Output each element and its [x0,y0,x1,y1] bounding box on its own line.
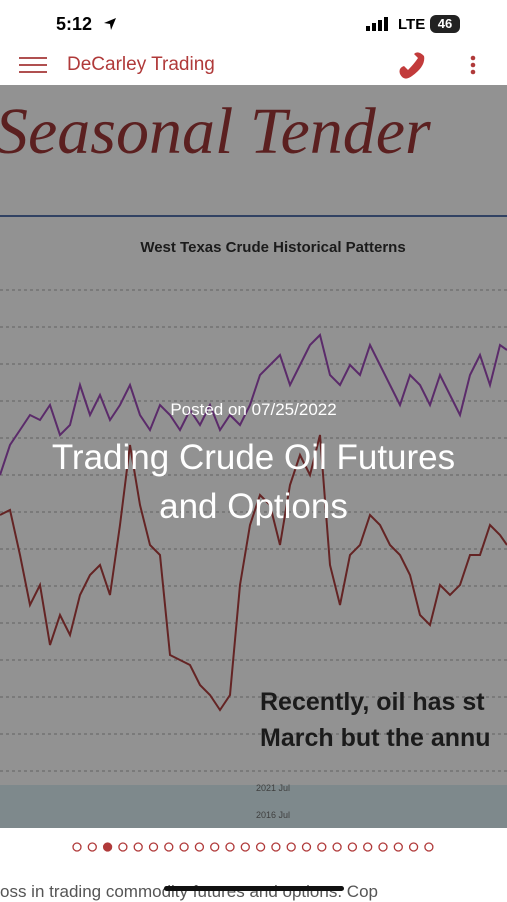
more-button[interactable] [466,54,480,78]
carousel-dot[interactable] [179,842,189,852]
carousel-dot[interactable] [363,842,373,852]
axis-label: 2016 Jul [256,810,290,820]
article-text: oss in trading commodity futures and opt… [0,882,378,901]
carousel-dot[interactable] [87,842,97,852]
carousel-dot[interactable] [102,842,113,852]
menu-button[interactable] [19,56,49,76]
carousel-dot[interactable] [194,842,205,852]
home-indicator [164,886,344,891]
carousel-dot[interactable] [301,842,312,852]
hero-slide[interactable]: Seasonal Tender West Texas Crude Histori… [0,85,507,828]
carousel-dot[interactable] [133,842,143,852]
status-bar: 5:12 LTE 46 [0,0,507,48]
battery: 46 [430,15,460,33]
carousel-dot[interactable] [72,842,82,852]
carousel-dot[interactable] [118,842,128,852]
carousel-dot[interactable] [424,842,434,852]
carousel-dot[interactable] [408,842,419,852]
image-text: March but the annu [260,724,491,752]
carousel-dot[interactable] [271,842,281,852]
app-bar: DeCarley Trading [0,48,507,85]
carousel-dot[interactable] [347,842,358,852]
carousel-dot[interactable] [286,842,296,852]
image-heading: Seasonal Tender [0,95,431,168]
post-title[interactable]: Trading Crude Oil Futures and Options [51,438,456,526]
carousel-dot[interactable] [378,842,388,852]
carousel-dot[interactable] [240,842,250,852]
network-type: LTE [398,16,426,33]
image-overlay [0,85,507,828]
hero-image: Seasonal Tender West Texas Crude Histori… [0,95,507,828]
call-button[interactable] [396,52,430,82]
image-text: Recently, oil has st [260,688,485,716]
carousel-dot[interactable] [393,842,403,852]
post-date: Posted on 07/25/2022 [170,400,337,419]
location-icon [104,18,116,30]
carousel-dot[interactable] [332,842,342,852]
signal-icon [366,17,388,31]
carousel-dots [0,828,507,866]
carousel-dot[interactable] [210,842,220,852]
axis-label: 2021 Jul [256,783,290,793]
carousel-dot[interactable] [148,842,159,852]
carousel-dot[interactable] [255,842,266,852]
clock: 5:12 [56,14,93,34]
carousel-dot[interactable] [164,842,174,852]
carousel-dot[interactable] [225,842,235,852]
chart-title: West Texas Crude Historical Patterns [140,239,405,256]
app-title: DeCarley Trading [67,54,215,75]
carousel-dot[interactable] [317,842,327,852]
